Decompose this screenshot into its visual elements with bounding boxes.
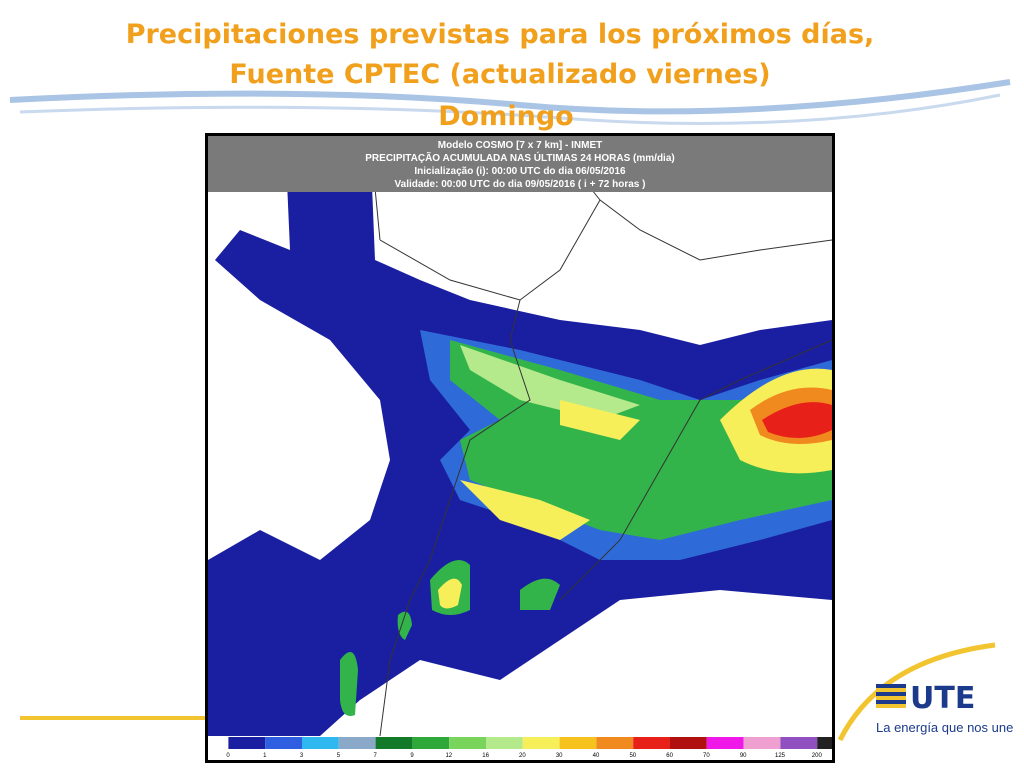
title-line: Fuente CPTEC (actualizado viernes) bbox=[229, 59, 770, 90]
legend-label: 0 bbox=[226, 753, 230, 759]
legend-swatch bbox=[559, 737, 597, 749]
legend: 0 1 3 5 7 9 12 16 20 30 40 50 60 70 90 125 200 bbox=[208, 737, 832, 759]
legend-label: 9 bbox=[410, 753, 414, 759]
legend-swatch bbox=[265, 737, 302, 749]
legend-label: 12 bbox=[445, 753, 452, 759]
legend-label: 20 bbox=[519, 753, 526, 759]
map-header bbox=[208, 136, 832, 192]
legend-label: 50 bbox=[629, 753, 636, 759]
logo-tagline: La energía que nos une bbox=[876, 720, 1013, 735]
map-header-line: PRECIPITAÇÃO ACUMULADA NAS ÚLTIMAS 24 HO… bbox=[365, 151, 674, 164]
legend-swatch bbox=[486, 737, 523, 749]
legend-swatch bbox=[228, 737, 266, 749]
legend-label: 3 bbox=[300, 753, 304, 759]
logo: UTE La energía que nos une bbox=[876, 681, 1013, 735]
legend-swatch bbox=[338, 737, 376, 749]
legend-swatch bbox=[522, 737, 560, 749]
legend-label: 60 bbox=[666, 753, 673, 759]
map-header-line: Validade: 00:00 UTC do dia 09/05/2016 ( … bbox=[395, 179, 646, 190]
legend-label: 70 bbox=[703, 753, 710, 759]
swoosh bbox=[9, 79, 1011, 742]
logo-name: UTE bbox=[910, 681, 975, 716]
legend-label: 200 bbox=[812, 753, 823, 759]
legend-label: 16 bbox=[482, 753, 489, 759]
legend-label: 90 bbox=[740, 753, 747, 759]
legend-label: 5 bbox=[337, 753, 341, 759]
legend-label: 1 bbox=[263, 753, 267, 759]
legend-swatch bbox=[302, 737, 339, 749]
legend-label: 30 bbox=[556, 753, 563, 759]
legend-label: 125 bbox=[775, 753, 786, 759]
legend-swatch bbox=[817, 737, 832, 749]
legend-swatch bbox=[596, 737, 634, 749]
legend-swatch bbox=[375, 737, 413, 749]
title-line: Domingo bbox=[438, 101, 573, 132]
legend-swatch bbox=[208, 737, 229, 749]
map: Modelo COSMO [7 x 7 km] - INMET PRECIPIT… bbox=[205, 133, 835, 763]
legend-swatch bbox=[706, 737, 744, 749]
legend-swatch bbox=[670, 737, 707, 749]
legend-swatch bbox=[449, 737, 486, 749]
map-header-line: Inicialização (i): 00:00 UTC do dia 06/0… bbox=[414, 166, 626, 177]
legend-swatch bbox=[743, 737, 781, 749]
legend-swatch bbox=[780, 737, 818, 749]
title-line: Precipitaciones previstas para los próxi… bbox=[126, 19, 875, 50]
map-header-line: Modelo COSMO [7 x 7 km] - INMET bbox=[438, 140, 602, 151]
legend-label: 40 bbox=[593, 753, 600, 759]
legend-label: 7 bbox=[374, 753, 378, 759]
legend-swatch bbox=[633, 737, 670, 749]
legend-swatch bbox=[412, 737, 450, 749]
